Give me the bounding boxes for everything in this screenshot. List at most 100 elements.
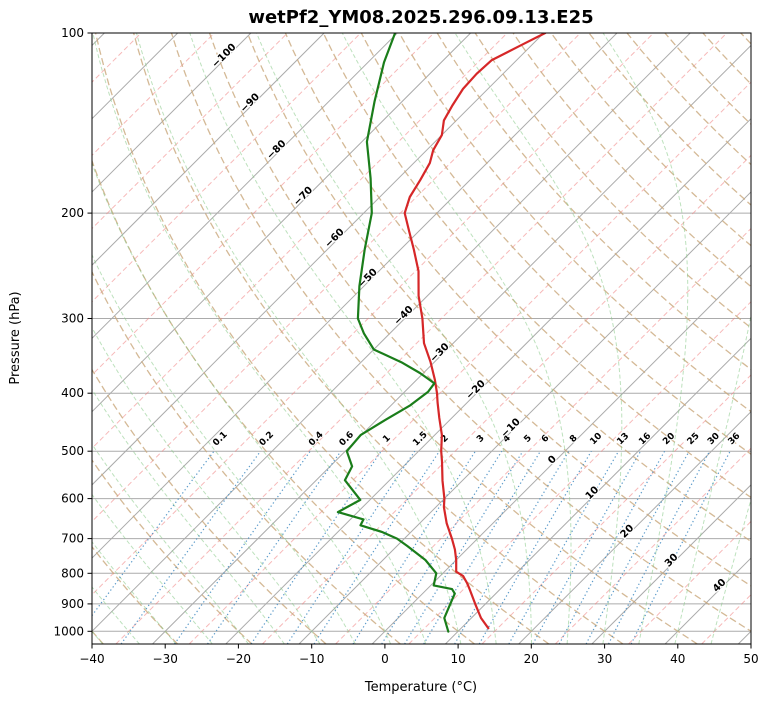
isotherm-minor-line (92, 33, 362, 303)
mixing-ratio-line (120, 450, 261, 644)
moist-adiabat-line (92, 541, 177, 644)
isotherm-minor-line (481, 374, 751, 644)
isotherm-line (92, 33, 618, 559)
isotherm-minor-line (335, 227, 751, 644)
dry-adiabat-line (322, 33, 751, 499)
dry-adiabat-line (474, 33, 751, 329)
moist-adiabat-line (92, 388, 285, 644)
moist-adiabat-line (92, 253, 356, 644)
dry-adiabat-line (92, 159, 475, 644)
y-tick-label: 800 (61, 566, 84, 580)
x-tick-label: 20 (524, 652, 539, 666)
y-tick-label: 300 (61, 312, 84, 326)
mixing-ratio-label: 1 (381, 433, 393, 445)
x-tick-label: 0 (381, 652, 389, 666)
isotherm-label: 30 (663, 552, 681, 570)
isotherm-line (92, 33, 545, 486)
isotherm-label: 10 (584, 484, 602, 502)
moist-adiabat-line (454, 33, 623, 644)
mixing-ratio-label: 0.1 (211, 430, 229, 448)
y-tick-label: 600 (61, 492, 84, 506)
dry-adiabat-line (550, 33, 751, 247)
moist-adiabat-line (136, 33, 462, 644)
dry-adiabat-line (94, 33, 550, 644)
mixing-ratio-line (532, 450, 642, 644)
isotherm-line (92, 33, 179, 120)
dry-adiabat-line (436, 33, 751, 371)
x-tick-label: 50 (743, 652, 758, 666)
y-tick-label: 500 (61, 444, 84, 458)
isotherm-line (92, 33, 691, 633)
isotherm-line (737, 630, 751, 644)
isotherm-label: −90 (238, 92, 262, 116)
isotherm-label: −80 (265, 138, 289, 162)
y-tick-label: 100 (61, 26, 84, 40)
mixing-ratio-label: 10 (588, 431, 604, 447)
isotherm-minor-line (92, 33, 508, 449)
isotherm-minor-line (92, 33, 215, 157)
moist-adiabat-line (189, 33, 497, 644)
mixing-ratio-label: 8 (568, 433, 580, 445)
dry-adiabat-line (132, 33, 624, 644)
x-tick-label: −20 (226, 652, 251, 666)
y-tick-label: 900 (61, 597, 84, 611)
isotherm-line (152, 44, 751, 644)
dry-adiabat-line (626, 33, 751, 166)
dewpoint-curve (336, 33, 456, 633)
sounding-curves (336, 33, 547, 633)
mixing-ratio-line (478, 450, 592, 644)
mixing-ratio-label: 1.5 (411, 430, 429, 448)
mixing-ratio-label: 0.2 (258, 430, 276, 448)
mixing-ratio-line (607, 450, 711, 644)
isotherm-label: −40 (392, 304, 416, 328)
mixing-ratio-line (404, 450, 524, 644)
x-tick-label: 10 (450, 652, 465, 666)
isotherm-line (92, 33, 252, 193)
mixing-ratio-line (454, 450, 570, 644)
moist-adiabat-line (92, 443, 249, 644)
mixing-ratio-label: 16 (637, 431, 653, 447)
dry-adiabat-line (170, 33, 698, 644)
dry-adiabat-line (284, 33, 751, 543)
isotherm-minor-line (115, 33, 728, 644)
isotherm-minor-line (628, 520, 751, 644)
mixing-ratio-line (423, 450, 541, 644)
y-tick-label: 200 (61, 206, 84, 220)
mixing-ratio-label: 0.6 (338, 430, 356, 448)
mixing-ratio-label: 3 (475, 433, 487, 445)
dry-adiabat-line (92, 459, 253, 644)
moist-adiabats (92, 33, 751, 644)
mixing-ratio-line (313, 450, 440, 644)
mixing-ratio-line (558, 450, 666, 644)
isotherm-minor-line (408, 301, 751, 644)
moist-adiabat-line (256, 33, 533, 644)
axes: −40 −30 −20 −10 0 10 20 30 40 5010020030040050060… (53, 26, 758, 666)
mixing-ratio-line (381, 450, 503, 644)
isotherm-line (92, 33, 325, 266)
isotherm-minor-line (92, 33, 288, 230)
isotherms-minor (92, 33, 751, 644)
y-axis-label: Pressure (hPa) (8, 291, 23, 384)
dry-adiabat-line (246, 33, 751, 587)
y-tick-label: 700 (61, 532, 84, 546)
mixing-ratio-line (174, 450, 311, 644)
dry-adiabat-line (398, 33, 751, 413)
moist-adiabat-line (92, 162, 392, 644)
moist-adiabat-line (92, 326, 321, 644)
mixing-ratio-line (508, 450, 620, 644)
temperature-curve (403, 33, 547, 630)
mixing-ratio-lines (92, 450, 731, 644)
isotherm-label: −30 (428, 341, 452, 365)
isotherm-line (371, 264, 751, 644)
isotherm-minor-line (262, 154, 751, 644)
isotherm-minor-line (701, 593, 751, 644)
y-tick-label: 400 (61, 386, 84, 400)
isotherm-minor-line (92, 33, 581, 523)
moist-adiabat-line (341, 33, 572, 644)
isotherm-label: −10 (499, 417, 523, 441)
isotherm-line (92, 33, 471, 413)
mixing-ratio-label: 30 (706, 431, 722, 447)
chart-title: wetPf2_YM08.2025.296.09.13.E25 (248, 7, 593, 28)
isotherm-label: −60 (323, 227, 347, 251)
